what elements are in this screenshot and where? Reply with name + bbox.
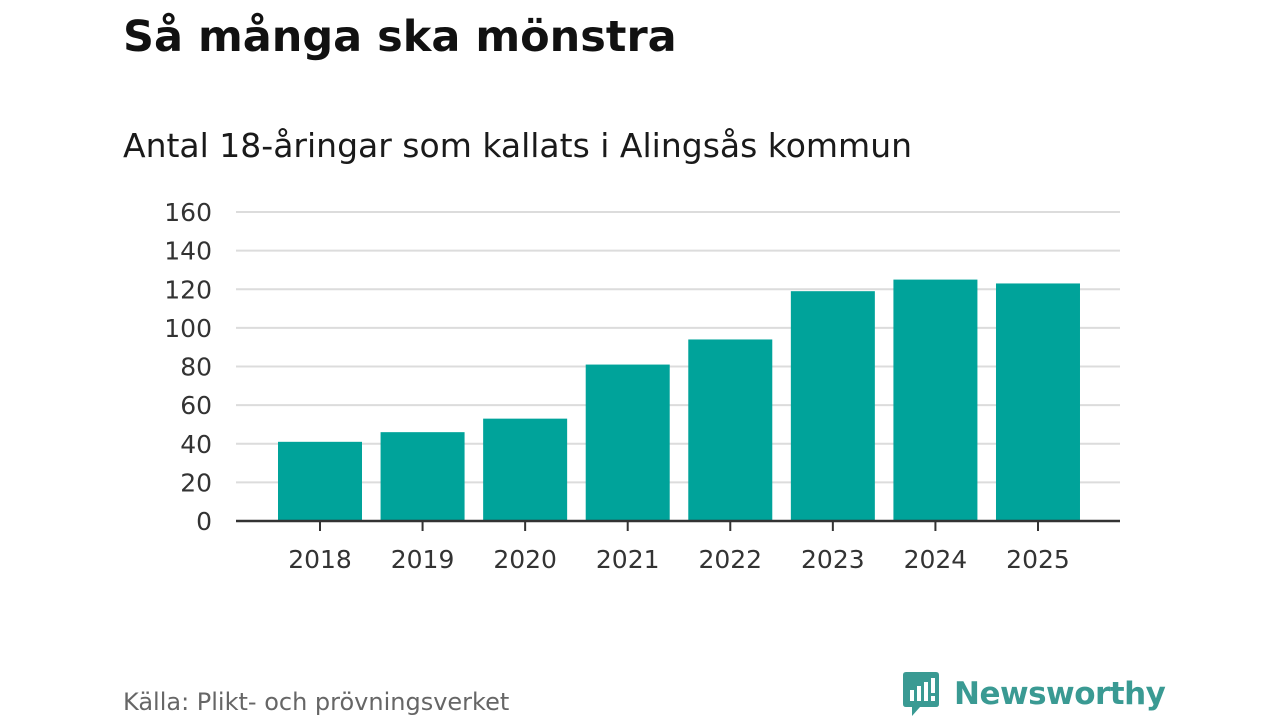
bar-2022	[688, 339, 773, 521]
source-note: Källa: Plikt- och prövningsverket	[123, 688, 510, 716]
x-tick-label: 2019	[391, 545, 455, 574]
y-tick-label: 160	[164, 198, 212, 227]
bar-2021	[585, 364, 670, 521]
newsworthy-logo: Newsworthy	[902, 670, 1166, 718]
y-tick-label: 60	[180, 391, 212, 420]
newsworthy-logo-text: Newsworthy	[954, 676, 1166, 712]
chart-subtitle: Antal 18-åringar som kallats i Alingsås …	[123, 126, 913, 165]
x-tick-label: 2025	[1006, 545, 1070, 574]
bar-2024	[893, 279, 978, 521]
y-tick-label: 100	[164, 314, 212, 343]
x-tick-label: 2022	[698, 545, 762, 574]
bar-2020	[483, 418, 568, 521]
y-tick-label: 0	[196, 507, 212, 536]
x-tick-label: 2021	[596, 545, 660, 574]
bar-2023	[790, 291, 875, 521]
bar-2025	[995, 283, 1080, 521]
y-tick-label: 40	[180, 430, 212, 459]
newsworthy-logo-icon	[903, 672, 939, 716]
y-tick-label: 20	[180, 468, 212, 497]
x-tick-label: 2020	[493, 545, 557, 574]
x-tick-label: 2024	[904, 545, 968, 574]
bar-2018	[278, 441, 362, 521]
x-tick-label: 2018	[288, 545, 352, 574]
bar-2019	[380, 432, 465, 521]
y-tick-label: 80	[180, 353, 212, 382]
x-tick-label: 2023	[801, 545, 865, 574]
y-tick-label: 140	[164, 237, 212, 266]
chart-title: Så många ska mönstra	[123, 12, 677, 62]
y-tick-label: 120	[164, 275, 212, 304]
